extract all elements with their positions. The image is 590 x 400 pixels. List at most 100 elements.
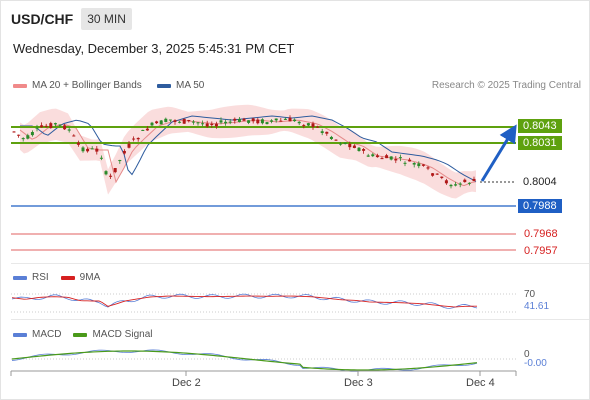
candle-body (403, 162, 407, 164)
candle-body (132, 138, 136, 140)
candle-body (325, 131, 329, 134)
candle-body (21, 138, 25, 140)
candle-body (90, 148, 94, 150)
rsi-ma-swatch (60, 275, 75, 280)
candle-body (76, 142, 80, 145)
chart-header: USD/CHF 30 MIN (11, 7, 132, 31)
candle-body (141, 129, 145, 131)
candle-body (260, 119, 264, 124)
candle-body (366, 155, 370, 157)
candle-body (279, 120, 283, 122)
candle-body (435, 173, 439, 175)
candle-body (270, 120, 274, 122)
rsi-label: RSI (32, 272, 49, 283)
candle-body (122, 150, 126, 154)
candle-body (421, 164, 425, 166)
candle-body (251, 118, 255, 122)
candle-body (44, 125, 48, 127)
candle-body (380, 158, 384, 160)
candle-body (145, 128, 149, 131)
candle-body (467, 182, 471, 184)
candle-body (49, 123, 53, 129)
candle-body (343, 142, 347, 145)
candle-body (316, 126, 320, 128)
level-support1-label: 0.7968 (524, 228, 558, 240)
candle-body (297, 121, 301, 124)
candle-body (339, 143, 343, 145)
candle-body (12, 131, 16, 133)
level-support2-label: 0.7957 (524, 245, 558, 257)
macd-label: MACD (32, 329, 62, 340)
macd-level-label: 0 (524, 349, 530, 360)
x-axis (10, 370, 517, 376)
macd-plot (11, 349, 516, 372)
candle-body (104, 171, 108, 175)
candle-body (164, 118, 168, 123)
candle-body (352, 145, 356, 149)
candle-body (127, 143, 131, 148)
candle-body (431, 173, 435, 176)
timeframe-button[interactable]: 30 MIN (81, 8, 132, 30)
bollinger-fill (20, 104, 476, 199)
candle-body (196, 122, 200, 124)
ma50-swatch (157, 83, 171, 88)
candle-body (201, 123, 205, 125)
candle-body (182, 118, 186, 124)
candle-body (224, 121, 228, 124)
candle-body (283, 118, 287, 120)
candle-body (348, 143, 352, 148)
x-label-dec3: Dec 3 (344, 377, 373, 389)
current-price-label: 0.8004 (523, 176, 557, 188)
candle-body (214, 123, 218, 127)
candle-body (210, 123, 214, 126)
candle-body (302, 125, 306, 127)
bollinger-bands (20, 104, 476, 199)
legend-ma50: MA 50 (157, 80, 204, 91)
candle-body (472, 178, 476, 182)
candle-body (228, 121, 232, 123)
candle-body (150, 122, 154, 126)
candle-body (311, 123, 315, 127)
forecast-arrow (480, 124, 517, 182)
candle-body (463, 179, 467, 183)
candle-body (417, 163, 421, 167)
ma20-swatch (13, 83, 27, 88)
candle-body (440, 176, 444, 178)
candle-body (26, 135, 30, 139)
candle-body (247, 120, 251, 123)
forecast-arrow-line (480, 124, 517, 182)
candle-body (53, 123, 57, 125)
level-target1-label: 0.8043 (518, 119, 562, 133)
candle-body (357, 147, 361, 151)
rsi-level-label: 70 (524, 289, 536, 300)
rsi-ma-line (11, 295, 478, 308)
candle-body (63, 125, 67, 130)
candle-body (274, 118, 278, 121)
level-pivot-label: 0.7988 (518, 199, 562, 213)
rsi-value-label: 41.61 (524, 301, 550, 312)
candle-body (412, 163, 416, 165)
x-label-dec4: Dec 4 (466, 377, 495, 389)
candle-body (191, 121, 195, 123)
macd-signal-line (11, 350, 478, 371)
candle-body (113, 168, 117, 173)
candle-body (449, 184, 453, 187)
candle-body (320, 131, 324, 134)
candle-body (17, 134, 21, 136)
candle-body (265, 122, 269, 125)
candle-body (256, 119, 260, 124)
ma50-line (20, 115, 477, 182)
candle-body (237, 118, 241, 123)
candle-body (329, 136, 333, 140)
candle-body (30, 132, 34, 136)
candle-body (288, 117, 292, 122)
candle-body (155, 121, 159, 124)
divider (11, 319, 589, 320)
macd-value-label: -0.00 (524, 358, 547, 369)
candle-body (95, 148, 99, 152)
candle-body (81, 147, 85, 152)
candle-body (35, 127, 39, 129)
legend-ma20: MA 20 + Bollinger Bands (13, 80, 142, 91)
candle-body (136, 137, 140, 140)
candle-body (109, 175, 113, 177)
